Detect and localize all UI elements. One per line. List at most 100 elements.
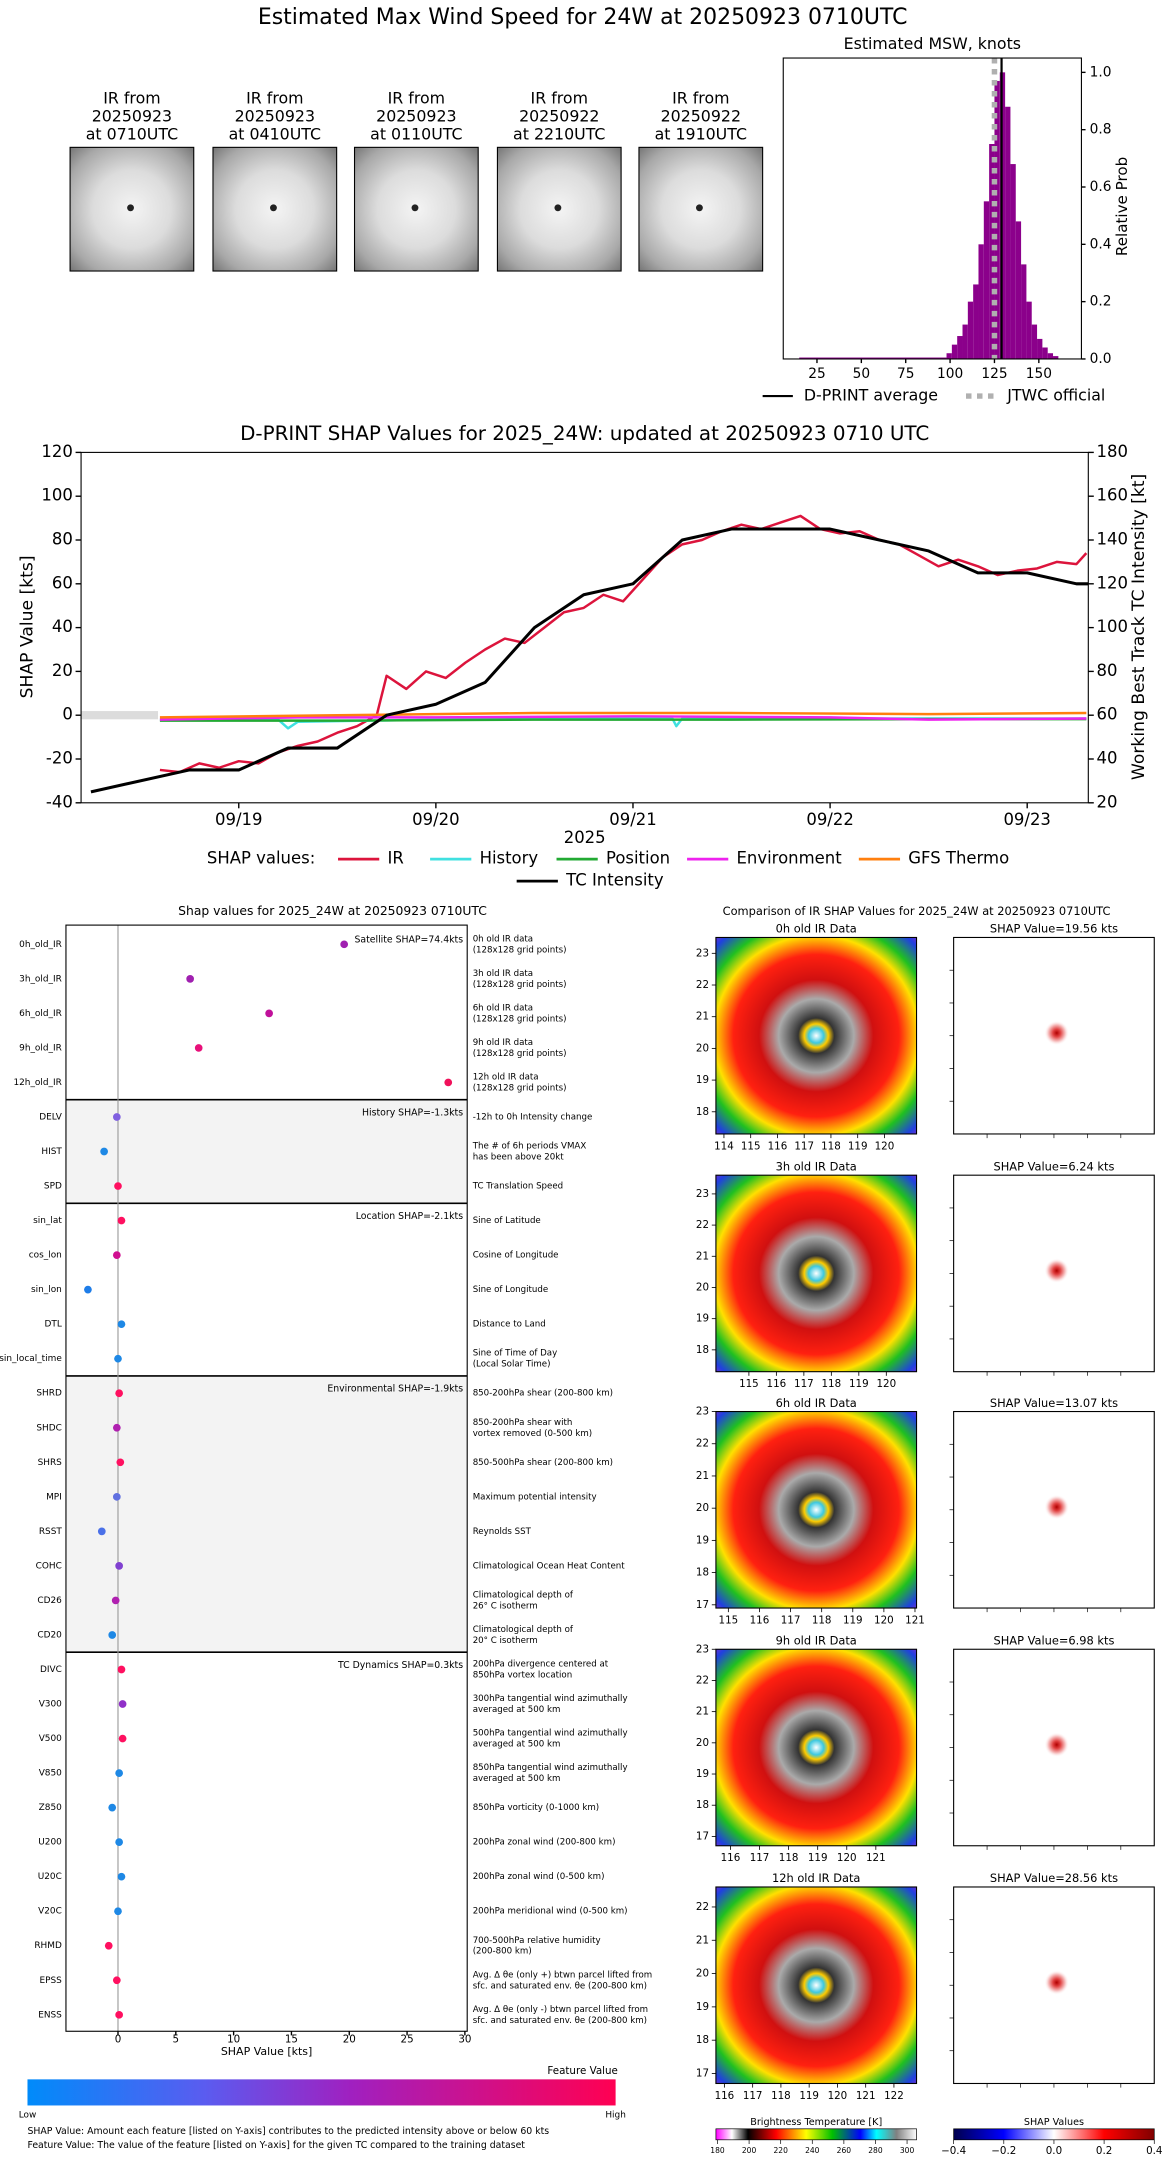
chart-title: D-PRINT SHAP Values for 2025_24W: update… <box>240 422 929 445</box>
y2-tick-label: 160 <box>1097 486 1128 505</box>
chart-title: Shap values for 2025_24W at 20250923 071… <box>178 904 487 918</box>
plot-frame <box>80 451 1089 804</box>
x-tick-label: 09/22 <box>806 810 853 829</box>
histogram-bar <box>994 80 1000 359</box>
colorbar-tick-label: 180 <box>710 2146 725 2155</box>
y-tick-label: 21 <box>696 1470 709 1482</box>
y-tick-label: 19 <box>696 1534 709 1546</box>
feature-description: Distance to Land <box>473 1320 546 1330</box>
legend-label: IR <box>388 849 404 868</box>
y-tick-label: 0 <box>62 705 72 724</box>
feature-description: 200hPa zonal wind (200-800 km) <box>473 1838 616 1848</box>
shap-panel-title: SHAP Value=13.07 kts <box>990 1396 1118 1410</box>
y-tick-label: 0.8 <box>1090 122 1112 138</box>
feature-description: 200hPa meridional wind (0-500 km) <box>473 1907 628 1917</box>
colorbar-tick-label: 0.2 <box>1096 2145 1112 2157</box>
y-tick-label: 21 <box>696 1706 709 1718</box>
shap-dot <box>118 1734 127 1743</box>
x-tick-label: 09/19 <box>215 810 262 829</box>
shap-dot <box>112 1251 121 1259</box>
feature-description: (200-800 km) <box>473 1947 532 1957</box>
histogram-bar <box>1015 221 1022 359</box>
x-tick-label: 15 <box>285 2034 298 2046</box>
feature-description: vortex removed (0-500 km) <box>473 1429 592 1439</box>
x-tick-label: 20 <box>343 2034 356 2046</box>
histogram-bar <box>799 357 947 359</box>
y-tick-label: -20 <box>46 749 73 768</box>
x-tick-label: 116 <box>768 1140 788 1152</box>
category-label: SHDC <box>36 1423 61 1433</box>
category-label: RSST <box>39 1527 63 1537</box>
histogram-bar <box>1031 324 1038 359</box>
y2-tick-label: 20 <box>1097 792 1118 811</box>
category-label: Z850 <box>39 1803 62 1813</box>
x-tick-label: 116 <box>767 1378 787 1390</box>
thumbnail-label: at 0110UTC <box>370 124 462 143</box>
x-tick-label: 0 <box>115 2034 122 2046</box>
feature-description: 700-500hPa relative humidity <box>473 1936 601 1946</box>
shap-dot <box>444 1078 453 1087</box>
category-label: SHRS <box>38 1458 63 1468</box>
y-tick-label: 19 <box>696 2001 709 2013</box>
colorbar <box>953 2128 1155 2141</box>
y-tick-label: 60 <box>52 573 73 592</box>
histogram-bar <box>983 201 990 359</box>
y-tick-label: 23 <box>696 1406 709 1418</box>
zero-band <box>81 711 159 720</box>
feature-description: sfc. and saturated env. θe (200-800 km) <box>473 1981 647 1991</box>
colorbar-tick-label: −0.4 <box>941 2145 966 2157</box>
thumbnail-label: 20250922 <box>519 107 599 126</box>
group-shade <box>65 1375 468 1653</box>
ir-map <box>715 1174 918 1373</box>
histogram-bar <box>1010 164 1016 359</box>
y-tick-label: 20 <box>52 661 73 680</box>
footnote: Feature Value: The value of the feature … <box>27 2140 525 2151</box>
feature-description: averaged at 500 km <box>473 1705 561 1715</box>
x-tick-label: 50 <box>853 366 870 382</box>
shap-dot <box>114 1182 122 1190</box>
x-tick-label: 121 <box>856 2090 876 2102</box>
shap-hotspot <box>1044 1494 1070 1520</box>
legend-label: GFS Thermo <box>908 849 1009 868</box>
y-tick-label: 0.0 <box>1090 351 1112 367</box>
shap-dot <box>116 1458 125 1467</box>
shap-dot <box>100 1147 108 1156</box>
colorbar <box>715 2128 917 2141</box>
y-tick-label: -40 <box>46 792 73 811</box>
legend-label: JTWC official <box>1006 386 1105 405</box>
x-tick-label: 120 <box>874 1614 894 1626</box>
shap-dot <box>117 1665 126 1674</box>
x-tick-label: 120 <box>828 2090 848 2102</box>
ir-map <box>715 1886 918 2085</box>
shap-hotspot <box>1044 1020 1070 1046</box>
storm-eye <box>127 204 134 212</box>
x-tick-label: 119 <box>848 1140 868 1152</box>
x-tick-label: 119 <box>808 1852 828 1864</box>
shap-hotspot <box>1044 1258 1070 1284</box>
y-tick-label: 20 <box>696 1042 709 1054</box>
y-tick-label: 23 <box>696 947 709 959</box>
shap-dot <box>84 1285 92 1294</box>
category-label: MPI <box>46 1492 62 1502</box>
feature-description: Avg. Δ θe (only -) btwn parcel lifted fr… <box>473 2005 648 2015</box>
colorbar-tick-label: 200 <box>742 2146 757 2155</box>
legend-label: Environment <box>737 849 843 868</box>
thumbnail-label: IR from <box>531 89 588 108</box>
y-tick-label: 0.2 <box>1090 294 1112 310</box>
shap-dot <box>115 1562 123 1570</box>
feature-description: Reynolds SST <box>473 1527 532 1537</box>
histogram-bar <box>1026 301 1032 359</box>
footnote: SHAP Value: Amount each feature [listed … <box>27 2126 549 2137</box>
y-tick-label: 22 <box>696 1219 709 1231</box>
histogram-bar <box>989 144 995 359</box>
y-tick-label: 18 <box>696 1344 709 1356</box>
y-tick-label: 120 <box>41 442 72 461</box>
ir-panel-title: 0h old IR Data <box>776 922 857 936</box>
x-tick-label: 117 <box>794 1378 814 1390</box>
shap-panel-title: SHAP Value=6.98 kts <box>994 1634 1115 1648</box>
y-tick-label: 23 <box>696 1188 709 1200</box>
x-tick-label: 25 <box>401 2034 414 2046</box>
feature-description: (128x128 grid points) <box>473 1049 567 1059</box>
feature-description: (128x128 grid points) <box>473 1014 567 1024</box>
feature-description: 200hPa zonal wind (0-500 km) <box>473 1872 605 1882</box>
